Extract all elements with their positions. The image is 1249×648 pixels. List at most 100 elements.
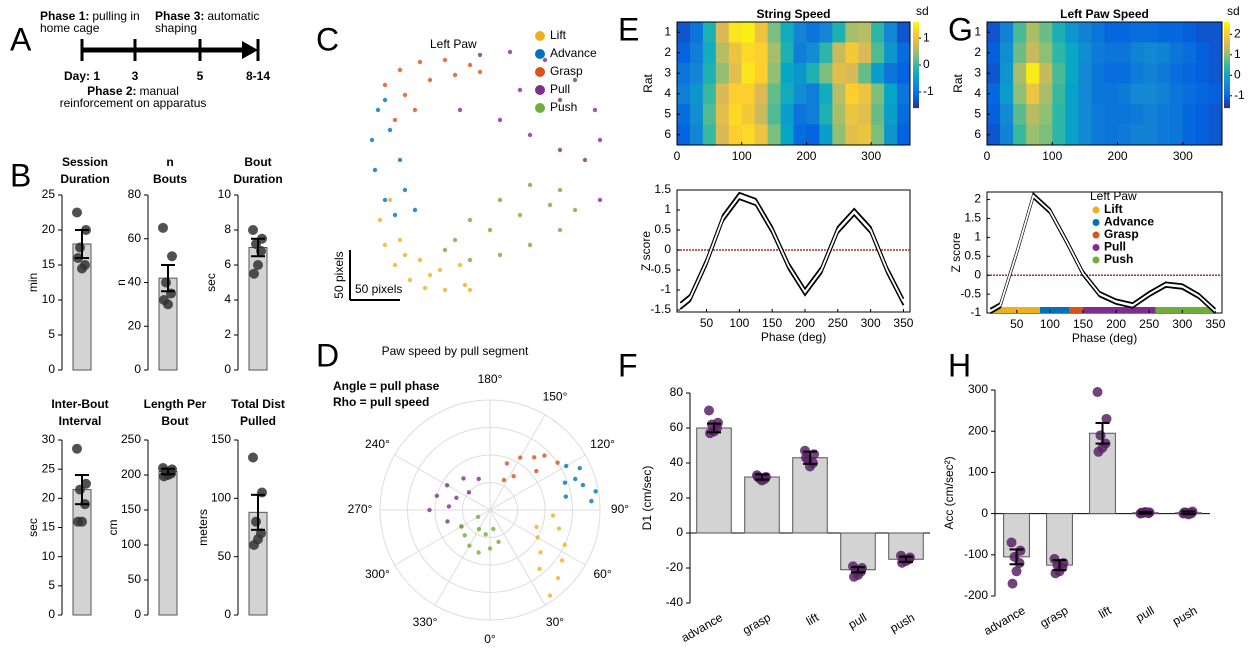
y-tick-label: 25 [42,187,56,201]
heatmap-cell [987,42,1001,64]
theta-tick-label: 30° [546,615,564,629]
heatmap-cell [1117,63,1132,84]
chart-title: Total Dist [231,397,285,411]
y-tick-label: 250 [121,432,141,446]
legend-marker [1092,219,1100,226]
polar-point [534,468,539,474]
chart-title: Bouts [153,172,187,186]
theta-tick-label: 270° [348,502,373,516]
heatmap-cell [1130,104,1145,125]
y-axis-label: Rat [951,74,965,93]
theta-tick-label: 90° [611,502,629,516]
trajectory-point [457,262,463,268]
polar-point [573,476,578,482]
polar-point [462,533,467,538]
heatmap-cell [1182,22,1197,43]
heatmap-cell [780,42,794,64]
heatmap-cell [1078,124,1092,146]
y-tick-label: 80 [670,385,684,399]
polar-point [556,526,562,531]
line-series [989,194,1216,312]
y-tick-label: 0 [224,362,231,376]
heatmap-cell [806,83,820,105]
colorbar [913,22,919,109]
heatmap-cell [1143,124,1158,146]
heatmap-cell [832,63,846,84]
polar-point [483,532,488,537]
polar-point [589,498,594,504]
polar-point [580,482,586,488]
y-tick-label: 15 [42,520,56,534]
heatmap-cell [1169,22,1184,43]
y-tick-label: 4 [664,86,671,100]
heatmap-cell [897,104,911,125]
y-tick-label: -0.5 [960,286,981,300]
polar-point [501,477,507,483]
x-tick-label: 100 [732,149,752,163]
heatmap-cell [689,42,704,64]
trajectory-point [572,207,578,213]
heatmap-cell [871,104,885,125]
x-tick-label: 250 [1139,317,1159,331]
data-point [1093,446,1104,457]
trajectory-point [427,272,433,278]
heatmap-cell [780,104,794,125]
y-tick-label: 6 [974,127,981,141]
bar [158,471,178,616]
heatmap-cell [754,22,769,43]
heatmap-cell [715,124,730,146]
y-tick-label: 2 [974,45,981,59]
heatmap-cell [1182,124,1197,146]
bar [72,489,92,616]
trajectory-point [387,197,393,203]
heatmap-cell [1091,63,1105,84]
heatmap-cell [845,63,859,84]
colorbar-tick-label: 2 [1234,26,1241,40]
y-tick-label: 1 [974,24,981,38]
data-point [75,484,85,495]
x-tick-label: lift [804,610,822,628]
y-tick-label: -1 [660,282,671,296]
heatmap-cell [677,63,691,84]
theta-tick-label: 60° [594,567,612,581]
y-tick-label: 0.5 [654,222,671,236]
polar-spoke [394,454,491,511]
annotation: Angle = pull phase [333,379,440,393]
x-tick-label: 300 [861,316,881,330]
legend-marker [535,85,545,95]
day-label: 3 [132,69,139,83]
x-tick-label: grasp [1038,603,1071,630]
trajectory-point [397,67,403,73]
chart-title: String Speed [756,7,830,21]
line-series [679,194,905,307]
heatmap-cell [793,83,807,105]
colorbar-label: sd [1227,4,1240,18]
x-tick-label: 100 [1040,317,1060,331]
trajectory-point [382,242,388,248]
phase-label: Phase 3: [155,9,204,23]
heatmap-cell [1065,104,1079,125]
phase-desc: automatic [207,9,259,23]
heatmap-cell [1130,63,1145,84]
heatmap-cell [741,124,756,146]
heatmap-cell [858,63,872,84]
colorbar-tick-label: -1 [923,84,934,98]
y-tick-label: -20 [666,560,684,574]
y-tick-label: 10 [218,187,232,201]
heatmap-cell [1026,124,1040,146]
y-tick-label: 1 [664,24,671,38]
y-tick-label: 80 [128,187,142,201]
heatmap-cell [689,124,704,146]
heatmap-cell [1195,104,1210,125]
data-point [253,260,263,270]
data-point [704,405,714,416]
heatmap-cell [858,83,872,105]
heatmap-cell [1182,83,1197,105]
polar-point [531,455,537,460]
line-series [989,191,1216,310]
data-point [73,516,83,527]
line-series [679,191,905,304]
heatmap-cell [741,104,756,125]
trajectory-point [557,187,563,193]
heatmap-cell [780,124,794,146]
